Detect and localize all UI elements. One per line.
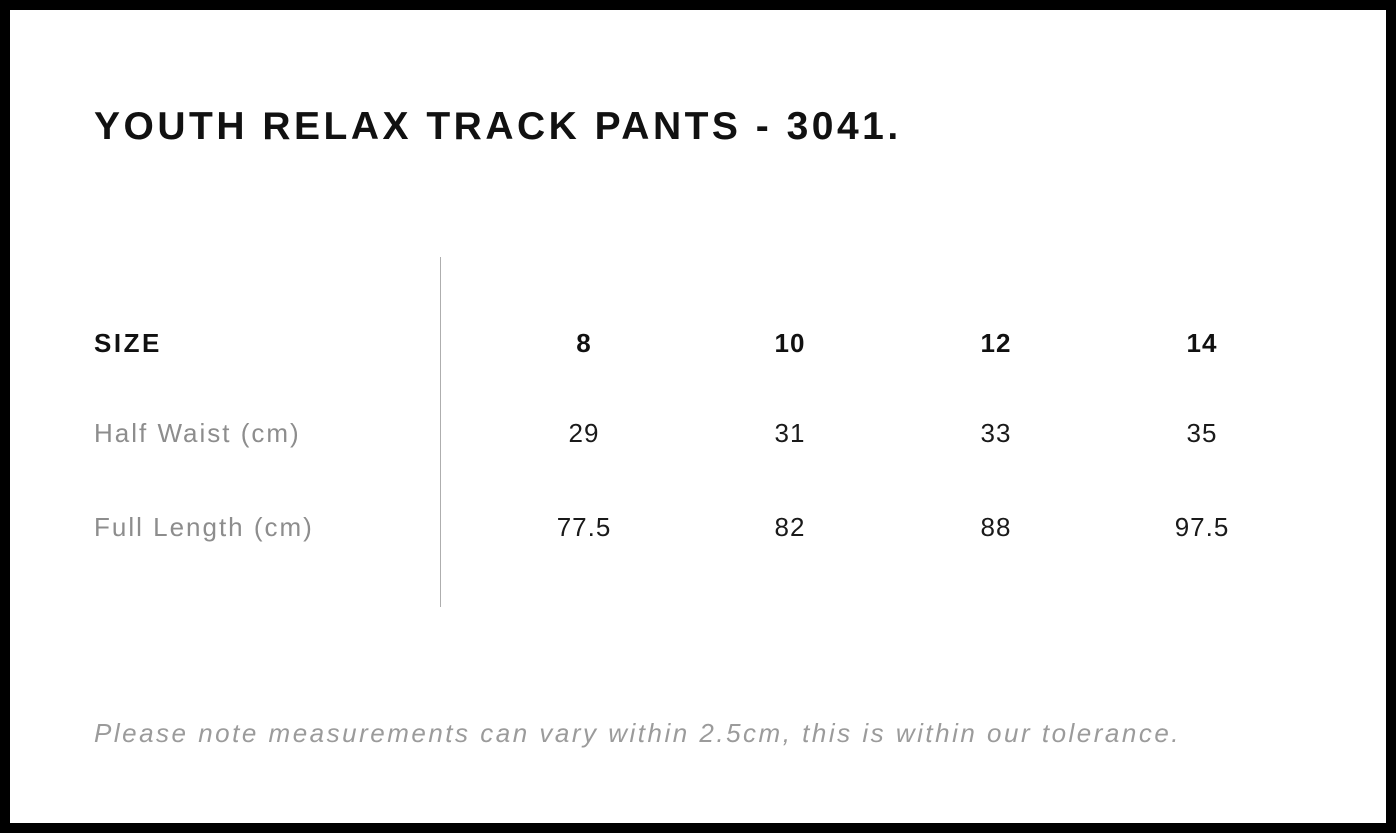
size-column-header: 10 [774, 328, 806, 358]
table-row-half-waist: Half Waist (cm) 29 31 33 35 [94, 410, 1305, 456]
tolerance-note: Please note measurements can vary within… [94, 718, 1182, 748]
measurement-value: 35 [1186, 418, 1218, 448]
measurement-value: 88 [980, 512, 1012, 542]
size-header-label: SIZE [94, 328, 162, 358]
measurement-value: 97.5 [1174, 512, 1230, 542]
measurement-value: 29 [568, 418, 600, 448]
measurement-value: 33 [980, 418, 1012, 448]
measurement-value: 31 [774, 418, 806, 448]
size-column-header: 12 [980, 328, 1012, 358]
measurement-value: 82 [774, 512, 806, 542]
table-row-full-length: Full Length (cm) 77.5 82 88 97.5 [94, 504, 1305, 550]
size-header-row: SIZE 8 10 12 14 [94, 320, 1305, 366]
size-column-header: 14 [1186, 328, 1218, 358]
row-label-half-waist: Half Waist (cm) [94, 418, 301, 448]
table-vertical-divider [440, 257, 441, 607]
measurement-value: 77.5 [556, 512, 612, 542]
row-label-full-length: Full Length (cm) [94, 512, 314, 542]
page-title: YOUTH RELAX TRACK PANTS - 3041. [94, 105, 902, 148]
size-column-header: 8 [576, 328, 592, 358]
